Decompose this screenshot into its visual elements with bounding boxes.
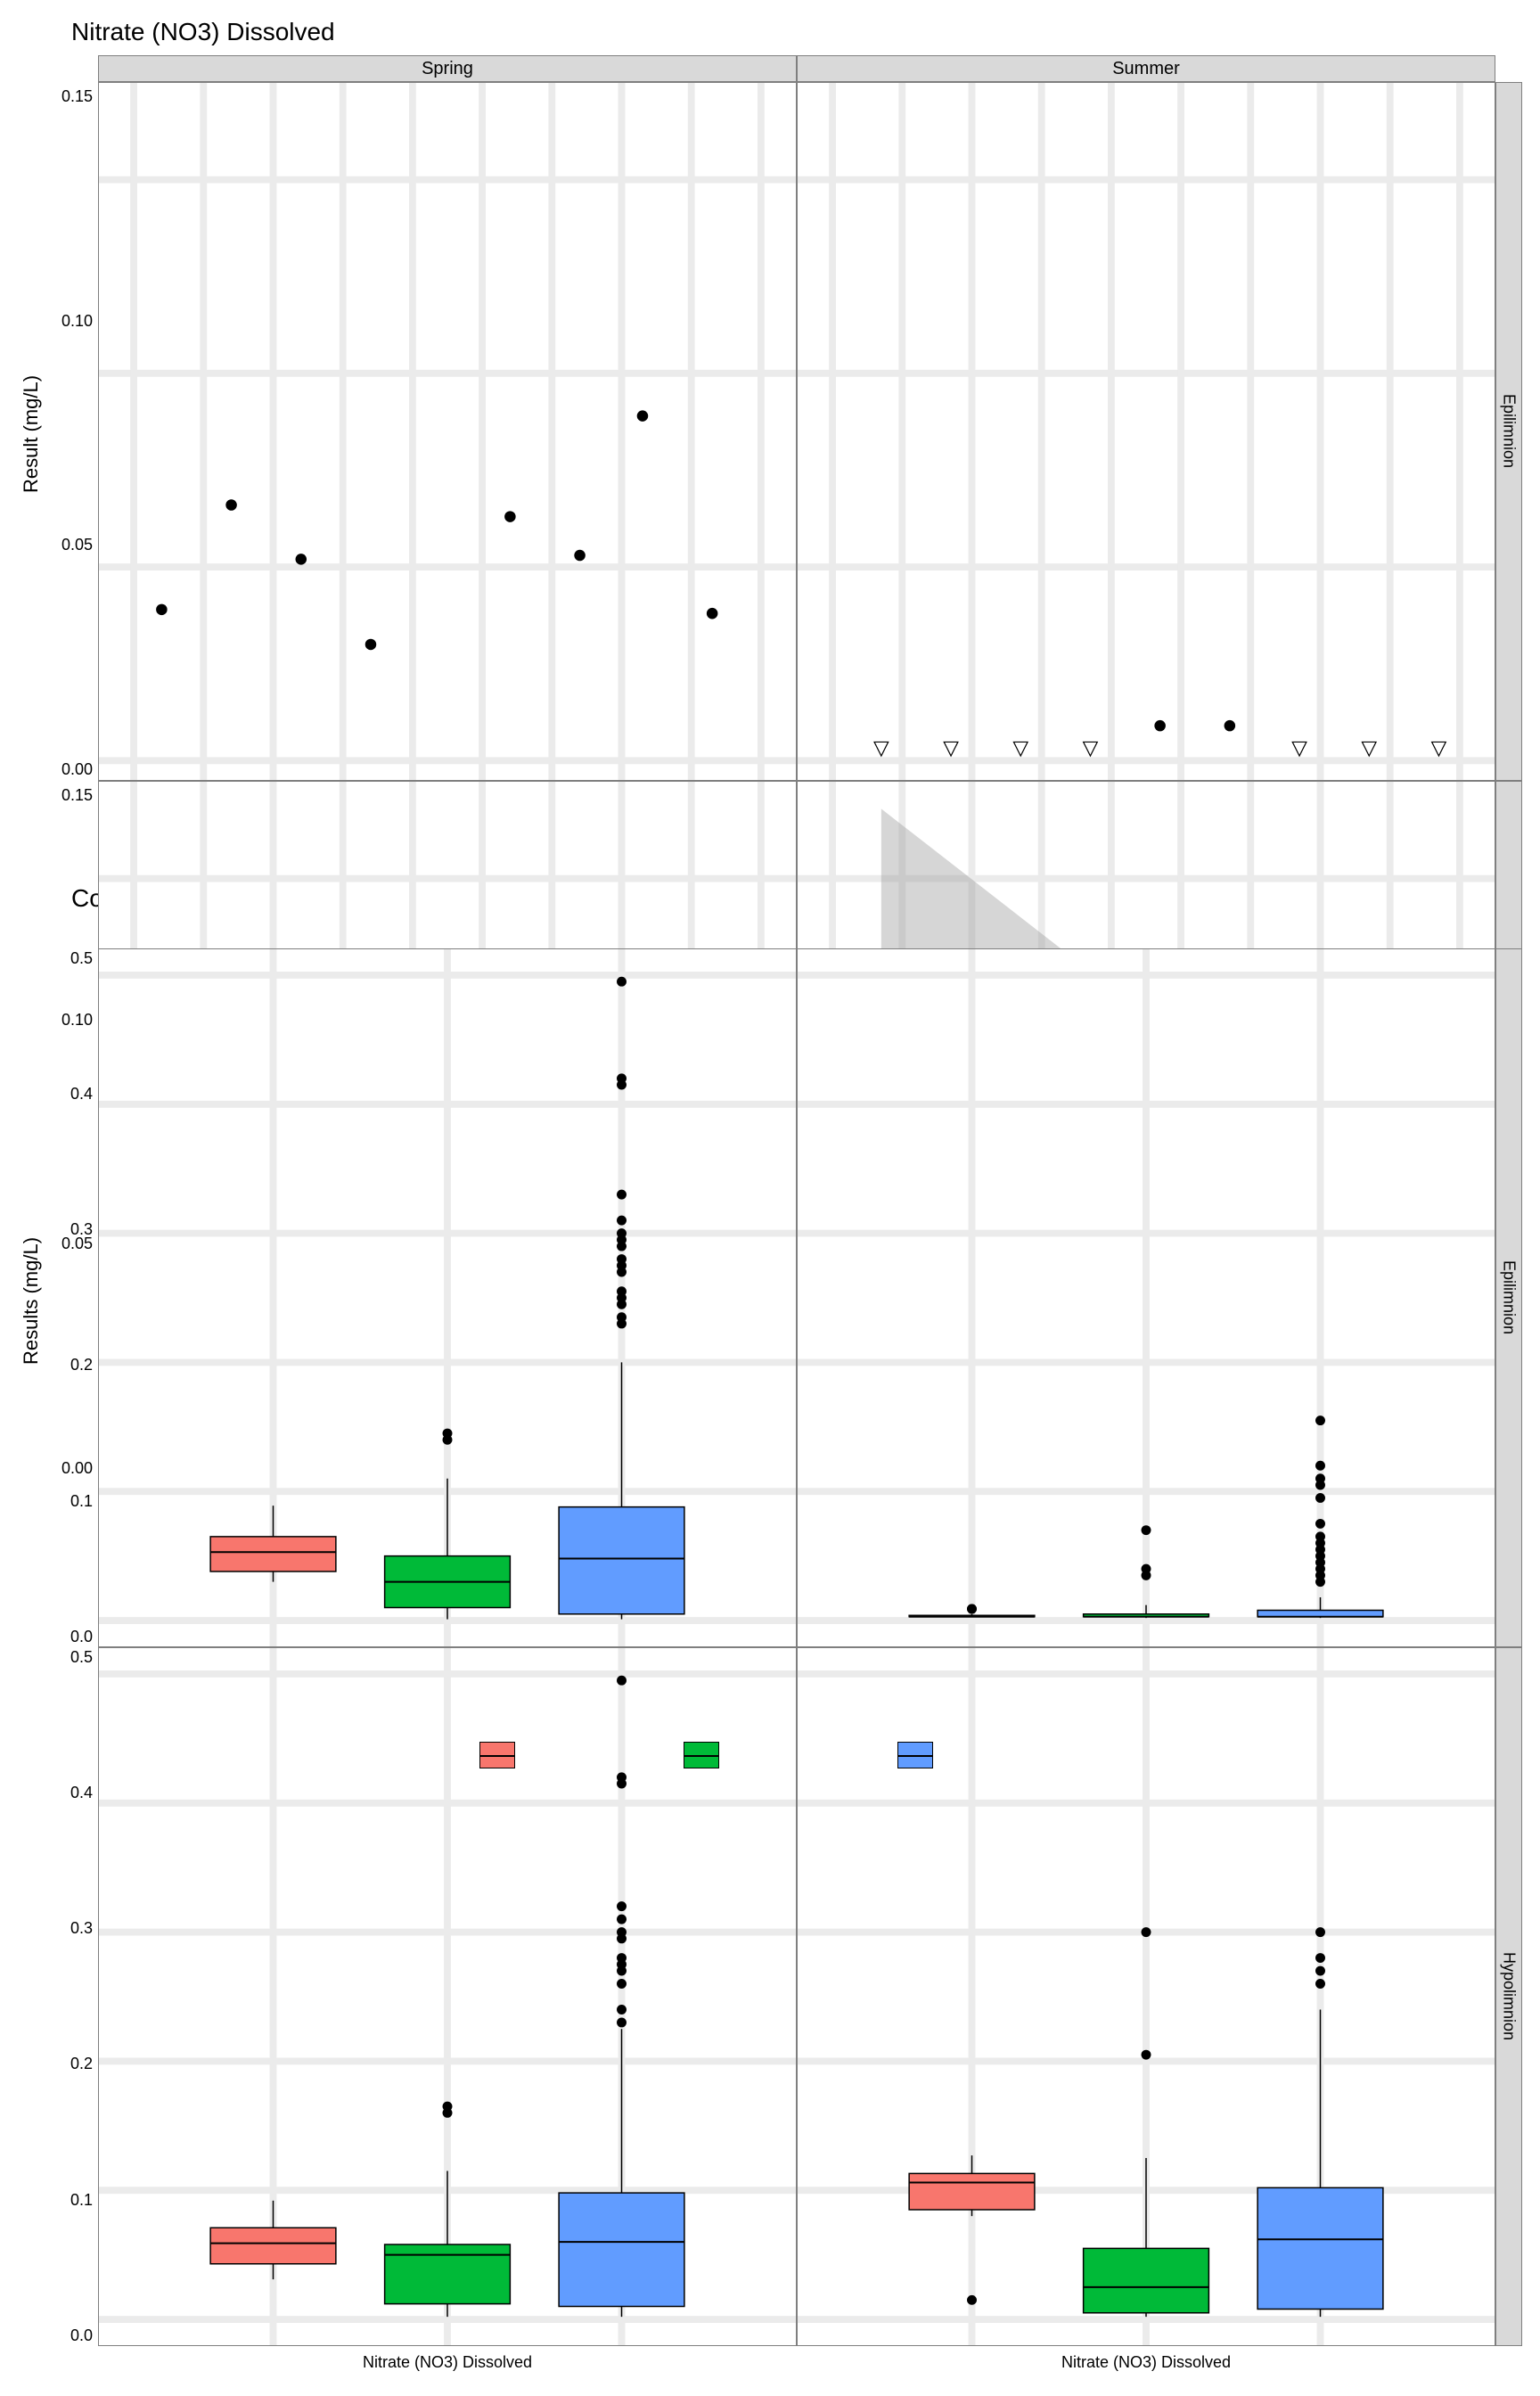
legend-swatch [479,1742,515,1768]
chart2-yticks-row2: 0.50.40.30.20.10.0 [45,1647,98,2346]
chart2-xlabel-1: Nitrate (NO3) Dissolved [98,2346,797,2382]
chart1-title: Nitrate (NO3) Dissolved [71,18,1522,46]
chart2-xlabel-2: Nitrate (NO3) Dissolved [797,2346,1495,2382]
box-summer-epi [797,948,1495,1647]
chart1-col-summer: Summer [797,55,1495,82]
legend-swatch [897,1742,933,1768]
page-container: Nitrate (NO3) Dissolved Result (mg/L) Sp… [18,18,1522,1768]
legend-swatch [684,1742,719,1768]
chart2-yticks-row1: 0.50.40.30.20.10.0 [45,948,98,1647]
chart1-y-label: Result (mg/L) [18,55,45,813]
box-spring-epi [98,948,797,1647]
chart1-yticks-row1: 0.150.100.050.00 [45,82,98,781]
panel-summer-epi [797,82,1495,781]
chart2-row-epi: Epilimnion [1495,948,1522,1647]
boxplot-chart: Comparison with Network Data Results (mg… [18,884,1522,1706]
chart1-col-spring: Spring [98,55,797,82]
scatter-chart: Nitrate (NO3) Dissolved Result (mg/L) Sp… [18,18,1522,840]
chart2-row-hypo: Hypolimnion [1495,1647,1522,2346]
chart1-row-epi: Epilimnion [1495,82,1522,781]
panel-spring-epi [98,82,797,781]
chart2-y-label: Results (mg/L) [18,922,45,1679]
